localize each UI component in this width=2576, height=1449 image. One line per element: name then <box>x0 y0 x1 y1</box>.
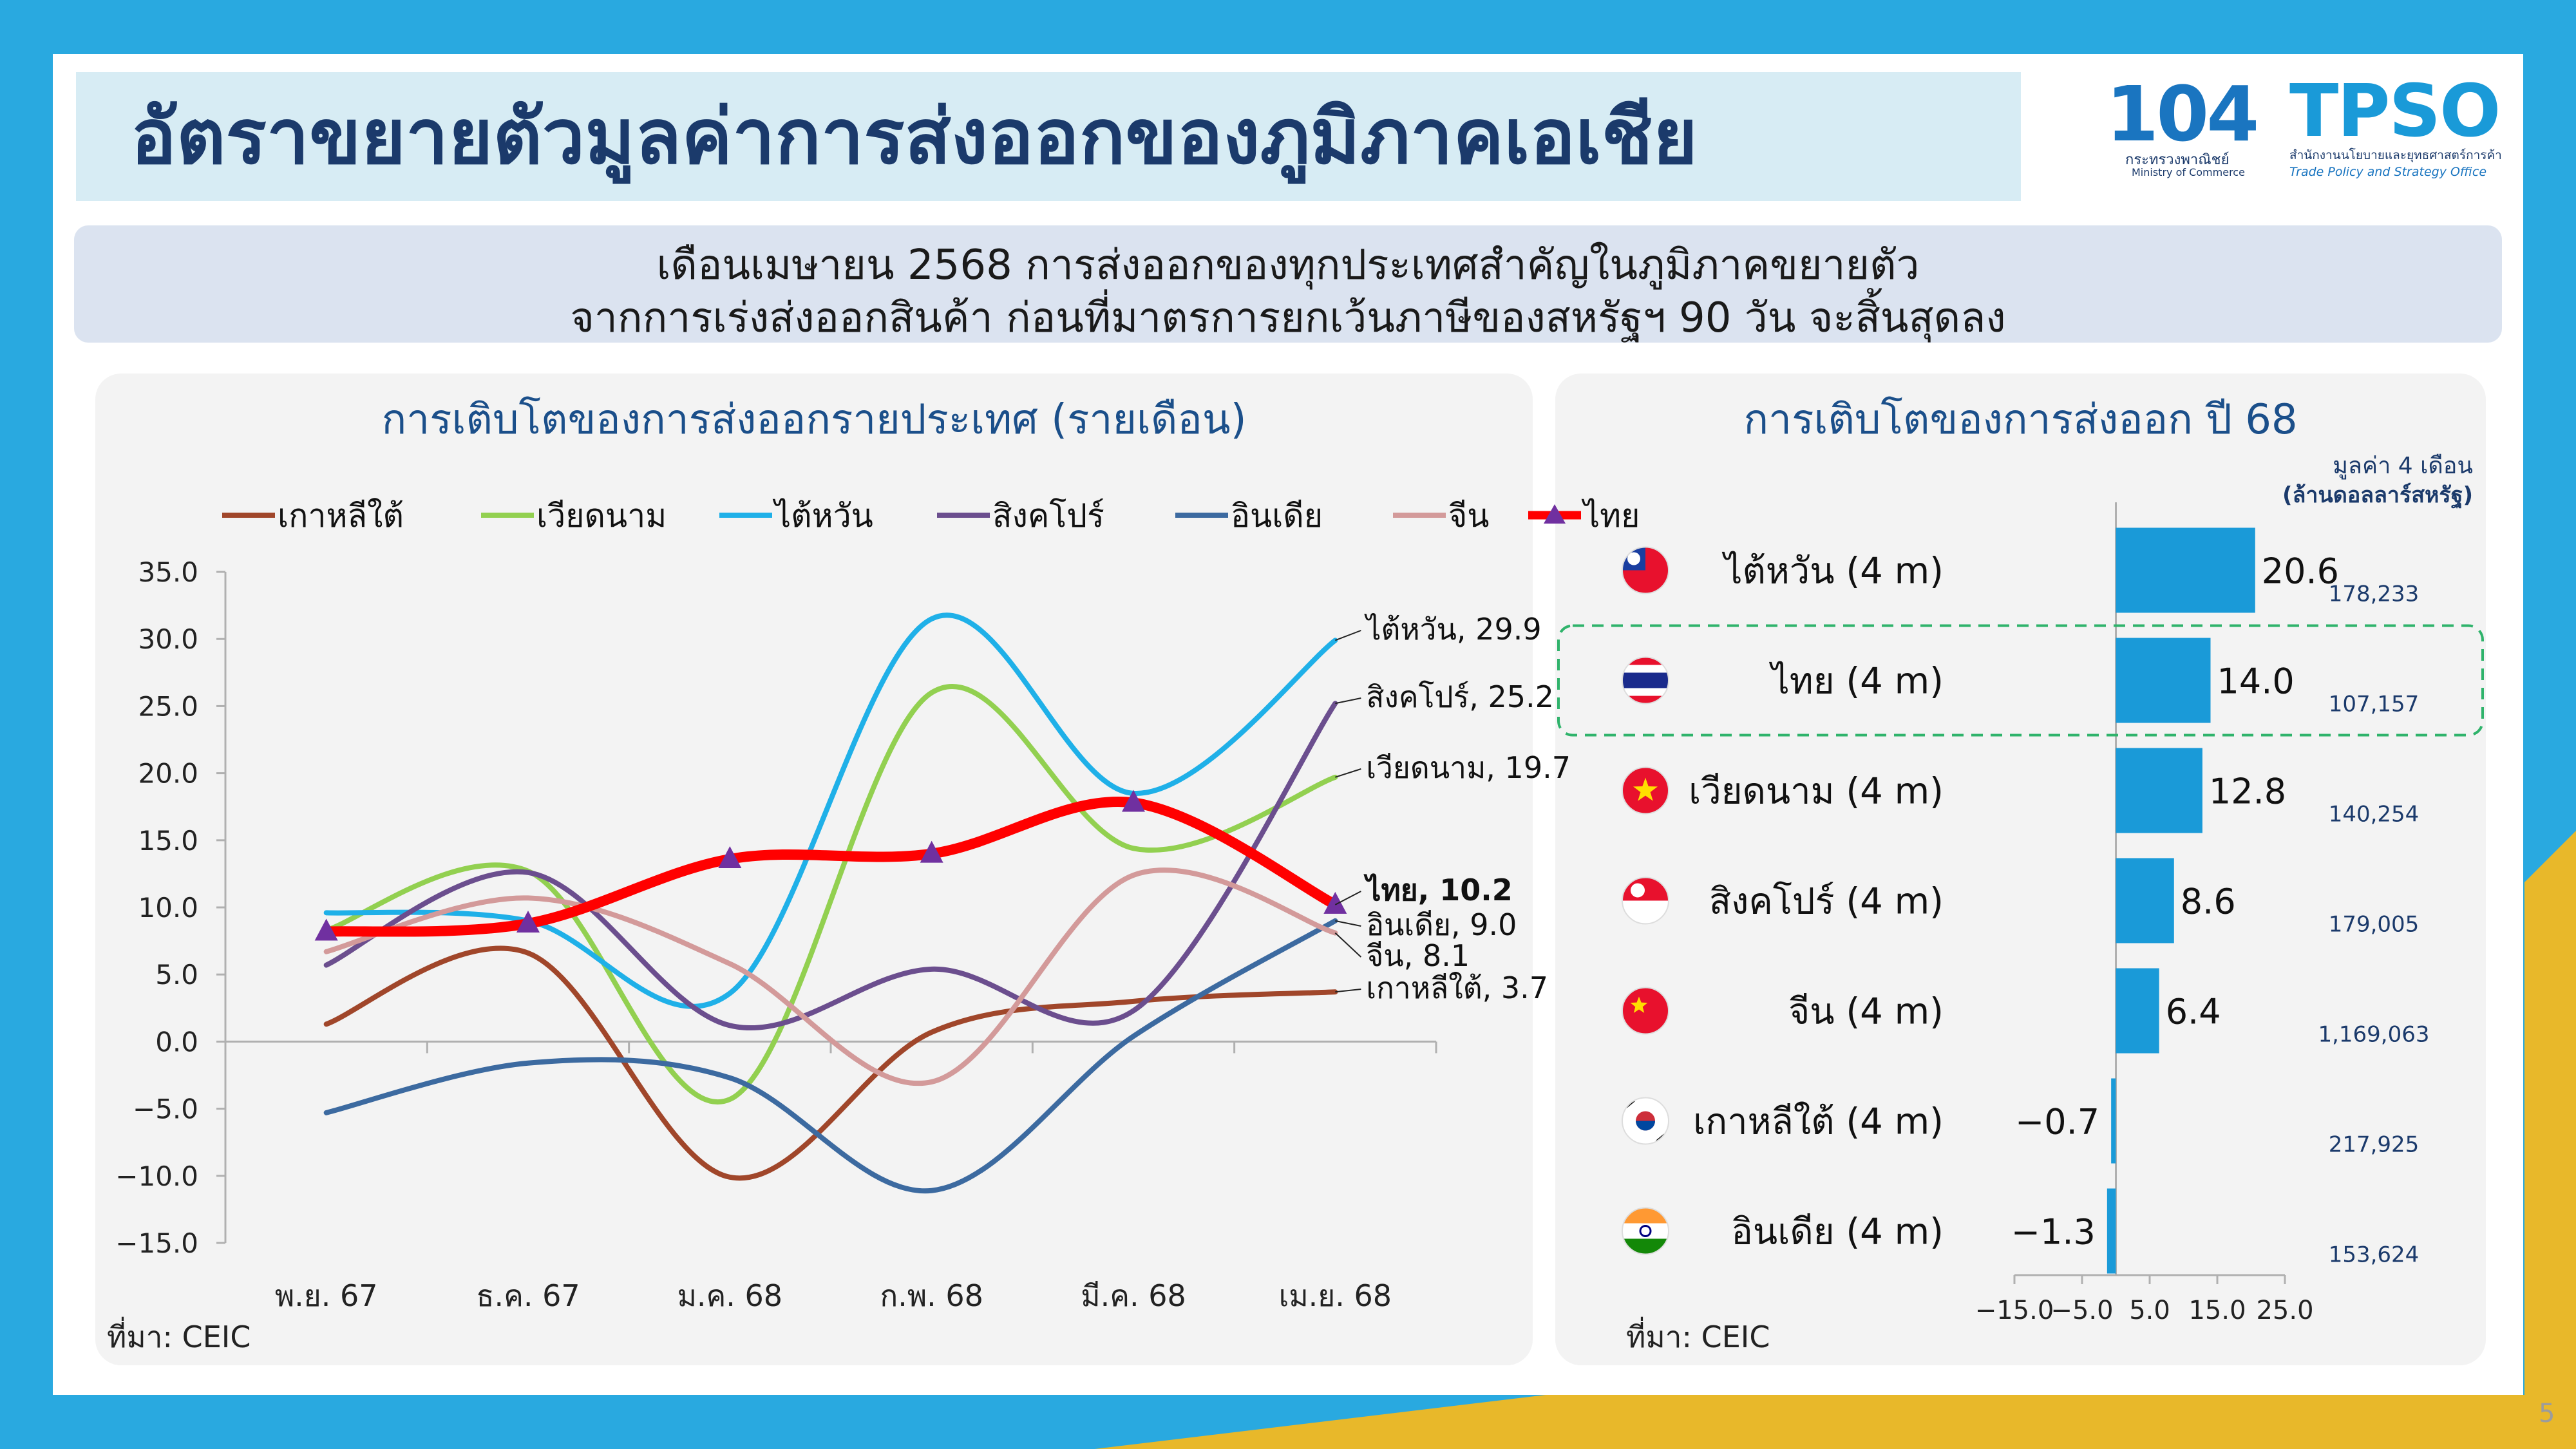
bar-chart-source: ที่มา: CEIC <box>1626 1320 1770 1354</box>
bar-chart-panel: การเติบโตของการส่งออก ปี 68 ที่มา: CEIC <box>1555 374 2486 1365</box>
slide-title: อัตราขยายตัวมูลค่าการส่งออกของภูมิภาคเอเ… <box>131 92 1698 181</box>
subtitle-box: เดือนเมษายน 2568 การส่งออกของทุกประเทศสำ… <box>74 225 2502 343</box>
title-banner: อัตราขยายตัวมูลค่าการส่งออกของภูมิภาคเอเ… <box>76 72 2021 201</box>
logo-area: 104 กระทรวงพาณิชย์ Ministry of Commerce … <box>2106 70 2505 192</box>
moc-name-en: Ministry of Commerce <box>2132 166 2245 178</box>
subtitle-line-1: เดือนเมษายน 2568 การส่งออกของทุกประเทศสำ… <box>656 242 1920 289</box>
subtitle-line-2: จากการเร่งส่งออกสินค้า ก่อนที่มาตรการยกเ… <box>570 294 2006 342</box>
tpso-name-en: Trade Policy and Strategy Office <box>2289 165 2487 179</box>
tpso-name-th: สำนักงานนโยบายและยุทธศาสตร์การค้า <box>2289 148 2502 162</box>
line-chart-panel: การเติบโตของการส่งออกรายประเทศ (รายเดือน… <box>95 374 1533 1365</box>
page-number: 5 <box>2539 1399 2555 1428</box>
moc-104-logo: 104 <box>2106 70 2259 158</box>
moc-name-th: กระทรวงพาณิชย์ <box>2125 152 2230 168</box>
bar-chart-title: การเติบโตของการส่งออก ปี 68 <box>1743 396 2298 444</box>
tpso-logo: TPSO <box>2289 70 2501 153</box>
line-chart-title: การเติบโตของการส่งออกรายประเทศ (รายเดือน… <box>381 396 1247 444</box>
line-chart-source: ที่มา: CEIC <box>107 1320 251 1354</box>
